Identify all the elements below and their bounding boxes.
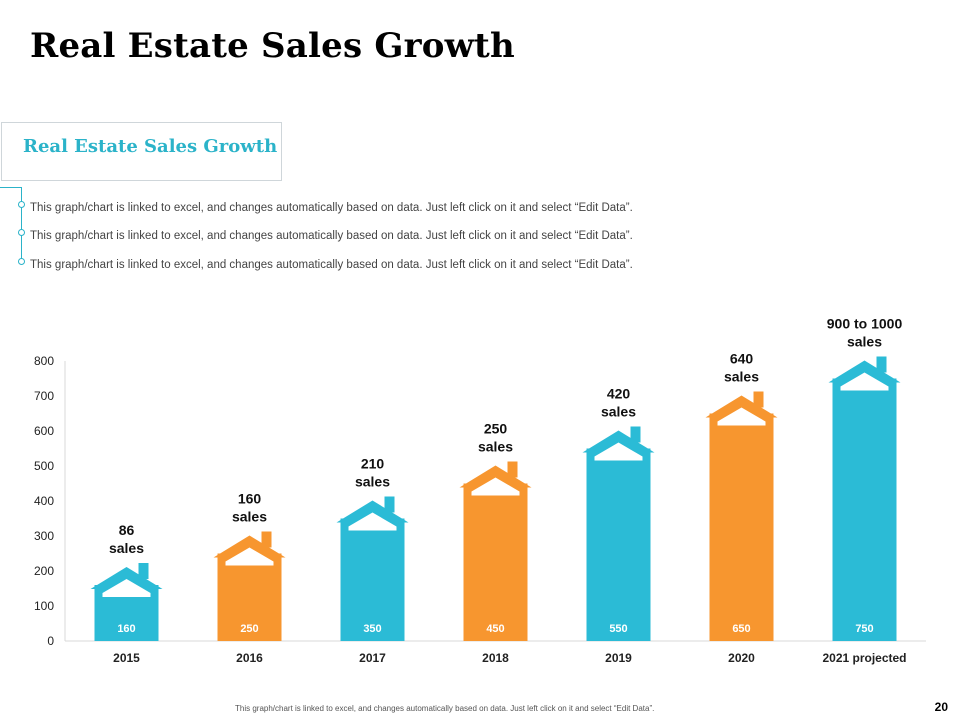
bar-annotation-line2-1: sales [232,509,267,525]
bar-annotation-line1-3: 250 [484,421,508,437]
timeline-connector [0,187,22,188]
bar-roof-0 [90,567,163,589]
sales-bar-chart: 0 100 200 300 400 500 600 700 800 160 2015 86 sales 2… [34,316,926,665]
bar-chimney-5 [753,391,764,408]
bar-roof-2 [336,500,409,523]
bar-4 [586,448,651,641]
bar-roof-4 [582,430,655,453]
bar-1 [217,553,282,641]
page-title: Real Estate Sales Growth [30,26,515,66]
x-tick-label-6: 2021 projected [822,651,906,665]
bullet-dot-2 [18,229,25,236]
bar-annotation-line1-2: 210 [361,456,385,472]
bar-annotation-line1-5: 640 [730,351,754,367]
y-tick-label-3: 300 [34,529,54,543]
bar-chimney-6 [876,356,887,373]
bar-annotation-line1-6: 900 to 1000 [827,316,903,332]
bar-value-label-6: 750 [855,623,873,635]
bar-value-label-3: 450 [486,623,504,635]
bar-annotation-line2-2: sales [355,474,390,490]
bar-annotation-line2-5: sales [724,369,759,385]
bar-annotation-line2-3: sales [478,439,513,455]
bar-roof-3 [459,465,532,488]
bar-5 [709,413,774,641]
bullet-dot-1 [18,201,25,208]
y-tick-label-2: 200 [34,564,54,578]
y-tick-label-5: 500 [34,459,54,473]
bar-2 [340,518,405,641]
x-tick-label-4: 2019 [605,651,632,665]
bar-value-label-4: 550 [609,623,627,635]
y-tick-label-8: 800 [34,354,54,368]
footer-note: This graph/chart is linked to excel, and… [235,704,655,713]
bar-chimney-2 [384,496,395,513]
bar-roof-detail-0 [102,579,151,597]
y-tick-label-7: 700 [34,389,54,403]
bar-roof-1 [213,535,286,558]
bar-roof-detail-5 [717,407,766,426]
bar-6 [832,378,897,641]
page-number: 20 [934,700,948,714]
y-tick-label-4: 400 [34,494,54,508]
bar-value-label-2: 350 [363,623,381,635]
bar-roof-6 [828,360,901,383]
y-tick-label-1: 100 [34,599,54,613]
bar-3 [463,483,528,641]
x-tick-label-5: 2020 [728,651,755,665]
y-tick-label-0: 0 [47,634,54,648]
bar-annotation-line2-6: sales [847,334,882,350]
bar-chimney-3 [507,461,518,478]
bar-chimney-0 [138,563,149,579]
bar-value-label-1: 250 [240,623,258,635]
bar-annotation-line1-4: 420 [607,386,631,402]
x-tick-label-0: 2015 [113,651,140,665]
bar-chimney-1 [261,531,272,548]
timeline-line [21,187,22,264]
bar-value-label-0: 160 [117,623,135,635]
bar-chimney-4 [630,426,641,443]
subtitle-text: Real Estate Sales Growth [23,136,278,157]
x-tick-label-1: 2016 [236,651,263,665]
bar-roof-detail-1 [225,547,274,566]
bar-annotation-line1-1: 160 [238,491,262,507]
bar-annotation-line1-0: 86 [119,522,135,538]
x-tick-label-2: 2017 [359,651,386,665]
note-line-2: This graph/chart is linked to excel, and… [30,230,633,242]
bar-roof-detail-6 [840,372,889,391]
bar-roof-detail-2 [348,512,397,531]
x-tick-label-3: 2018 [482,651,509,665]
bar-annotation-line2-4: sales [601,404,636,420]
bar-roof-detail-4 [594,442,643,461]
bar-annotation-line2-0: sales [109,540,144,556]
y-tick-label-6: 600 [34,424,54,438]
bar-roof-detail-3 [471,477,520,496]
bullet-dot-3 [18,258,25,265]
note-line-3: This graph/chart is linked to excel, and… [30,259,633,271]
note-line-1: This graph/chart is linked to excel, and… [30,202,633,214]
bar-roof-5 [705,395,778,418]
subtitle-box: Real Estate Sales Growth [1,122,282,181]
bar-value-label-5: 650 [732,623,750,635]
